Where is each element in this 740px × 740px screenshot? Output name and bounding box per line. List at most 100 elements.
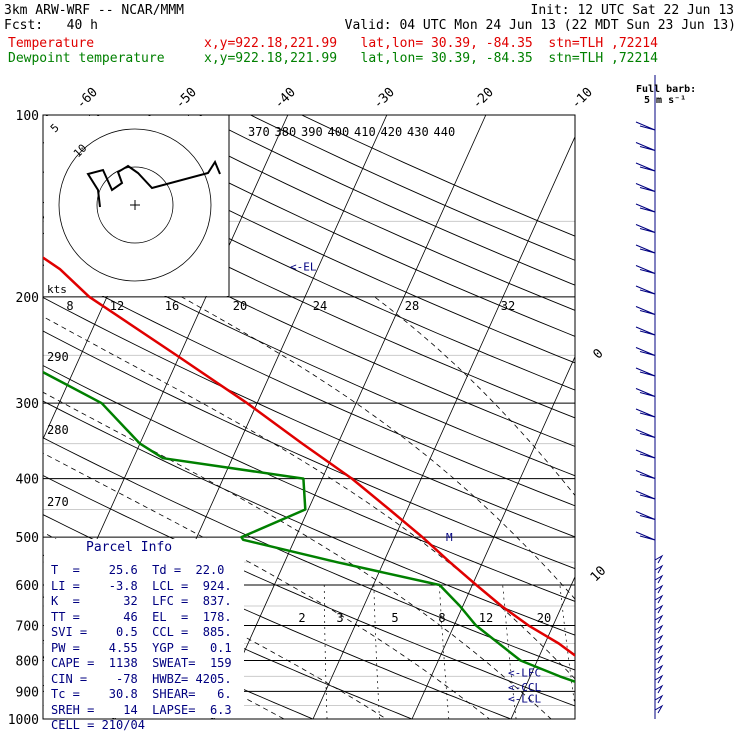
level-marker: <-LFC <box>508 666 541 679</box>
legend-dewpoint-info: x,y=922.18,221.99 lat,lon= 30.39, -84.35… <box>204 51 658 66</box>
mixing-ratio-line <box>373 584 380 719</box>
profiles <box>43 256 575 684</box>
mixing-ratio-label: 5 <box>391 611 398 625</box>
parcel-info-row: CIN = -78 HWBZ= 4205. <box>51 671 232 686</box>
pressure-tick-label: 200 <box>16 291 39 306</box>
isotherm-line <box>610 115 740 719</box>
mixing-ratio-line <box>323 584 328 719</box>
wind-barb <box>654 604 664 614</box>
parcel-info-box <box>44 539 244 718</box>
thetae-label: 380 <box>275 125 297 139</box>
parcel-info-title: Parcel Info <box>86 540 173 555</box>
moist-adiabat <box>374 296 575 497</box>
mixing-ratio-line <box>502 584 517 719</box>
dry-adiabat <box>0 115 43 732</box>
dry-adiabat <box>43 475 575 707</box>
temperature-tick-label: -40 <box>272 85 299 112</box>
isotherm-line <box>213 115 487 719</box>
temperature-tick-label: 0 <box>590 346 606 362</box>
legend-temperature: Temperature <box>8 36 95 51</box>
wind-barb <box>654 634 664 644</box>
dry-adiabat <box>43 437 575 671</box>
forecast-hour: Fcst: 40 h <box>4 18 98 33</box>
wind-barb <box>654 684 664 694</box>
wind-barb <box>635 306 656 315</box>
wind-barb <box>635 162 656 172</box>
temperature-tick-label: -10 <box>569 85 596 112</box>
isotherm-line <box>510 575 575 719</box>
wind-barb <box>635 203 656 213</box>
hodograph <box>44 115 230 296</box>
dry-adiabat <box>43 201 575 447</box>
wind-barb <box>654 644 664 654</box>
pressure-tick-label: 500 <box>16 531 39 546</box>
moist-adiabat <box>43 391 552 719</box>
temperature-profile <box>43 256 575 657</box>
level-marker: <-EL <box>290 260 317 273</box>
pressure-tick-label: 600 <box>16 579 39 594</box>
parcel-info-row: PW = 4.55 YGP = 0.1 <box>51 640 232 655</box>
mixing-ratio-label: 12 <box>479 611 493 625</box>
wind-barb <box>654 554 664 564</box>
thetae-label: 410 <box>354 125 376 139</box>
mixing-ratio-line <box>439 584 450 719</box>
theta-label: 270 <box>47 495 69 509</box>
temperature-tick-label: -70 <box>0 85 2 112</box>
pressure-tick-label: 900 <box>16 685 39 700</box>
wind-barb <box>635 531 656 541</box>
wind-barb <box>635 388 656 397</box>
model-title: 3km ARW-WRF -- NCAR/MMM <box>4 3 185 18</box>
wind-barb <box>654 594 664 604</box>
parcel-info-row: SREH = 14 LAPSE= 6.3 <box>51 702 232 717</box>
parcel-info-row: SVI = 0.5 CCL = 885. <box>51 625 232 639</box>
wind-barb <box>654 584 664 594</box>
plot-frame <box>42 114 576 720</box>
hodograph-units: kts <box>47 283 67 296</box>
wind-barb <box>635 265 656 274</box>
mixing-ratio-label: 32 <box>501 299 515 313</box>
temperature-tick-label: 10 <box>588 563 610 585</box>
mixing-ratio-label: 28 <box>405 299 419 313</box>
pressure-tick-label: 1000 <box>8 713 39 728</box>
dry-adiabat <box>43 264 575 507</box>
wind-barb <box>635 244 656 254</box>
thetae-label: 400 <box>328 125 350 139</box>
wind-barb <box>635 183 656 192</box>
wind-barb <box>654 564 664 574</box>
level-marker: <-CCL <box>508 681 541 694</box>
theta-label: 280 <box>47 423 69 437</box>
wind-barb <box>654 574 664 584</box>
valid-time: Valid: 04 UTC Mon 24 Jun 13 (22 MDT Sun … <box>344 18 736 33</box>
wind-barb <box>654 694 664 704</box>
wind-barb <box>654 654 664 664</box>
mixing-ratio-label: 16 <box>165 299 179 313</box>
wind-barb <box>635 285 656 295</box>
isotherm-line <box>312 135 575 719</box>
mixing-ratio-label: 12 <box>110 299 124 313</box>
thetae-label: 430 <box>407 125 429 139</box>
mixing-ratio-label: 20 <box>233 299 247 313</box>
wind-barb <box>654 674 664 684</box>
isotherm-line <box>709 115 740 719</box>
parcel-info-row: Tc = 30.8 SHEAR= 6. <box>51 687 232 701</box>
moist-adiabat <box>181 296 575 600</box>
mixing-ratio-label: 8 <box>66 299 73 313</box>
pressure-tick-label: 400 <box>16 473 39 488</box>
wind-barb <box>635 326 656 336</box>
parcel-info-row: LI = -3.8 LCL = 924. <box>51 578 232 593</box>
dry-adiabat <box>43 400 575 636</box>
mixing-ratio-label: 20 <box>537 611 551 625</box>
temperature-tick-label: -30 <box>371 85 398 112</box>
hodograph-ring <box>58 128 212 282</box>
temperature-tick-label: -60 <box>74 85 101 112</box>
legend-temperature-info: x,y=922.18,221.99 lat,lon= 30.39, -84.35… <box>204 36 658 51</box>
level-marker: <-LCL <box>508 692 541 705</box>
wind-barb <box>635 490 656 500</box>
dry-adiabat <box>43 171 575 419</box>
thetae-label: 390 <box>301 125 323 139</box>
wind-barb <box>635 224 656 233</box>
wind-barb <box>635 367 656 377</box>
freezing-level-marker: M <box>446 531 453 544</box>
dry-adiabat <box>43 232 575 477</box>
